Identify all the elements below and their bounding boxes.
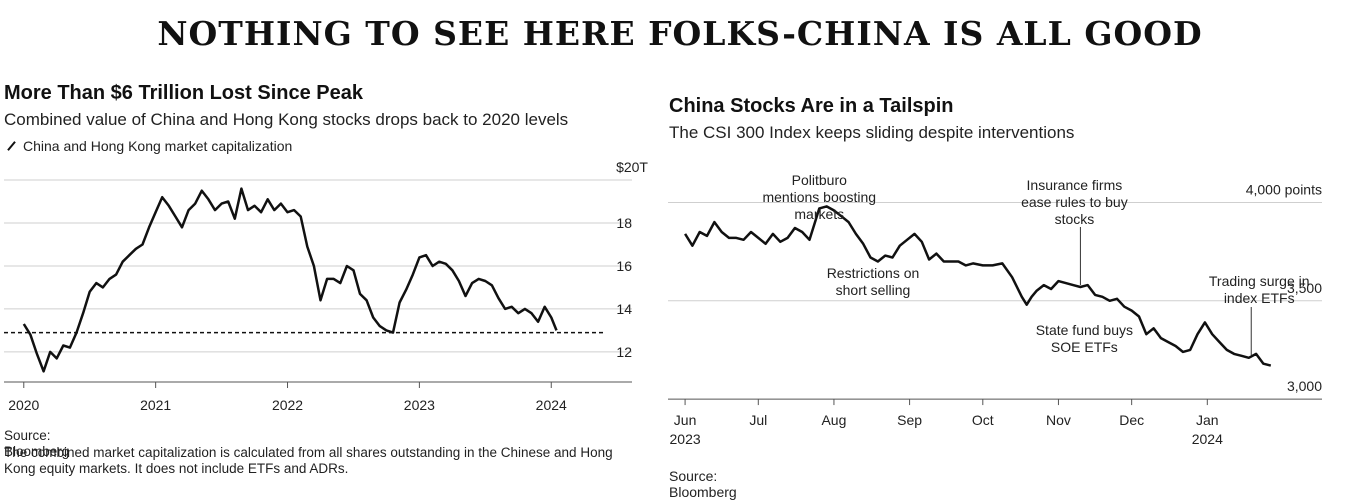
annotation-text: short selling [836, 282, 911, 298]
annotation-text: index ETFs [1224, 290, 1295, 306]
y-tick-label: 18 [616, 215, 632, 231]
series-line [22, 187, 558, 373]
x-tick-label: Nov [1046, 412, 1071, 428]
y-tick-label: 4,000 points [1246, 181, 1322, 197]
y-tick-label: 16 [616, 258, 632, 274]
x-tick-sublabel: 2024 [1192, 431, 1223, 447]
x-tick-label: 2021 [140, 397, 171, 413]
x-tick-label: 2024 [536, 397, 567, 413]
annotation-text: Trading surge in [1209, 273, 1310, 289]
annotation-text: ease rules to buy [1021, 194, 1128, 210]
chart-left-legend: China and Hong Kong market capitalizatio… [4, 138, 292, 154]
x-tick-label: Aug [821, 412, 846, 428]
annotation-text: Restrictions on [827, 265, 920, 281]
banner-title: NOTHING TO SEE HERE FOLKS-CHINA IS ALL G… [157, 14, 1203, 53]
y-tick-label: 3,000 [1287, 378, 1322, 394]
annotation-text: markets [794, 206, 844, 222]
x-tick-label: 2023 [404, 397, 435, 413]
annotation-text: State fund buys [1036, 322, 1133, 338]
x-tick-label: Jun [674, 412, 697, 428]
annotation-text: Insurance firms [1027, 177, 1123, 193]
y-tick-label: 12 [616, 344, 632, 360]
annotation-text: mentions boosting [762, 189, 876, 205]
annotation-text: stocks [1055, 211, 1095, 227]
x-tick-label: Dec [1119, 412, 1144, 428]
x-tick-label: Jul [749, 412, 767, 428]
y-tick-label: 14 [616, 301, 632, 317]
chart-right-title: China Stocks Are in a Tailspin [669, 95, 954, 117]
legend-label: China and Hong Kong market capitalizatio… [23, 138, 293, 154]
y-tick-label: 3,500 [1287, 280, 1322, 296]
chart-left-subtitle: Combined value of China and Hong Kong st… [4, 110, 569, 129]
x-tick-label: 2020 [8, 397, 39, 413]
chart-left-source: Source: Bloomberg [4, 428, 70, 459]
series-line [684, 205, 1272, 367]
chart-right-source: Source: Bloomberg [669, 468, 737, 500]
chart-left-plot: $20T 12 14 16 18 2020 2021 2022 2023 2024 [4, 159, 648, 413]
x-tick-label: Sep [897, 412, 922, 428]
chart-left-note: The combined market capitalization is ca… [4, 445, 613, 476]
x-tick-label: Oct [972, 412, 994, 428]
annotation-text: SOE ETFs [1051, 339, 1118, 355]
chart-left-title: More Than $6 Trillion Lost Since Peak [4, 82, 363, 104]
chart-right-subtitle: The CSI 300 Index keeps sliding despite … [669, 123, 1075, 142]
chart-right-plot: 4,000 points 3,500 3,000 Jun 2023 Jul Aug Sep Oc… [668, 172, 1322, 447]
x-tick-label: 2022 [272, 397, 303, 413]
x-tick-sublabel: 2023 [670, 431, 701, 447]
x-tick-label: Jan [1196, 412, 1219, 428]
y-unit-label: $20T [616, 159, 648, 175]
annotation-text: Politburo [792, 172, 847, 188]
